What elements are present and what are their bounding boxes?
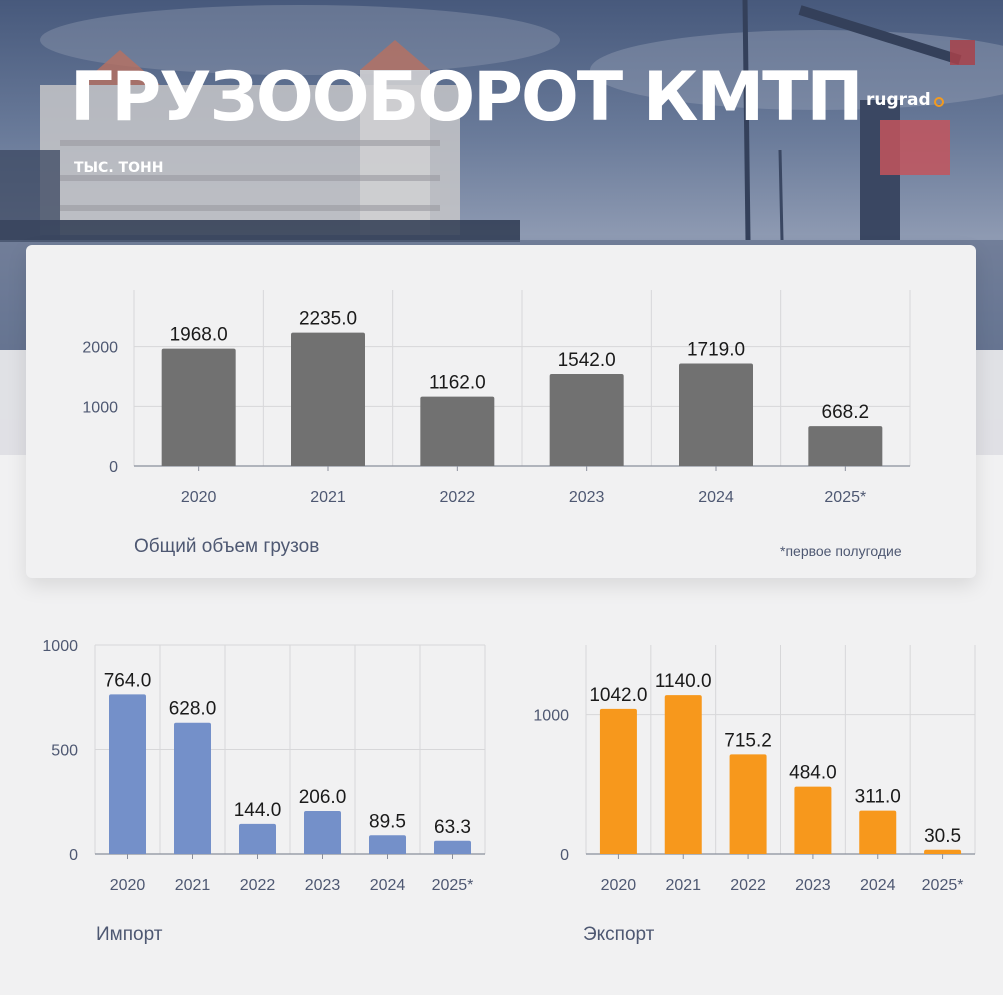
- x-tick-label: 2020: [601, 877, 637, 894]
- data-label: 668.2: [822, 402, 870, 423]
- total-chart-footnote: *первое полугодие: [780, 543, 902, 559]
- data-label: 1542.0: [558, 350, 616, 371]
- y-tick-label: 500: [51, 743, 78, 760]
- x-tick-label: 2024: [860, 877, 896, 894]
- bar-total: [549, 374, 624, 466]
- x-tick-label: 2022: [440, 489, 476, 506]
- data-label: 311.0: [855, 787, 901, 808]
- bar-import: [109, 694, 146, 854]
- y-tick-label: 2000: [82, 340, 118, 357]
- x-tick-label: 2023: [569, 489, 605, 506]
- x-tick-label: 2021: [175, 877, 211, 894]
- bar-total: [161, 348, 236, 466]
- y-tick-label: 1000: [533, 708, 569, 725]
- brand-logo-dot-icon: [933, 96, 944, 107]
- x-tick-label: 2025*: [824, 489, 866, 506]
- bar-import: [239, 823, 276, 854]
- y-tick-label: 1000: [42, 638, 78, 655]
- data-label: 2235.0: [299, 309, 357, 330]
- data-label: 89.5: [369, 811, 406, 832]
- bar-total: [679, 363, 753, 466]
- bar-import: [434, 840, 471, 854]
- x-tick-label: 2020: [110, 877, 146, 894]
- bar-import: [369, 835, 406, 854]
- data-label: 1140.0: [655, 671, 712, 692]
- data-label: 1968.0: [170, 325, 228, 346]
- bar-total: [291, 332, 365, 466]
- page-title: ГРУЗООБОРОТ КМТП: [70, 58, 863, 137]
- x-tick-label: 2024: [370, 877, 406, 894]
- export-chart-title: Экспорт: [583, 924, 655, 945]
- x-tick-label: 2021: [310, 489, 346, 506]
- data-label: 144.0: [234, 800, 282, 821]
- x-tick-label: 2021: [665, 877, 701, 894]
- y-tick-label: 1000: [82, 399, 118, 416]
- x-tick-label: 2023: [795, 877, 831, 894]
- data-label: 628.0: [169, 699, 217, 720]
- brand-logo: rugrad: [866, 90, 944, 110]
- bar-export: [859, 810, 897, 854]
- data-label: 715.2: [724, 730, 772, 751]
- x-tick-label: 2022: [730, 877, 766, 894]
- export-chart: 0 1000 1042.0 2020 1140.0 2021 715.2 2022 484.0 2…: [533, 645, 976, 894]
- bar-export: [729, 754, 767, 854]
- x-tick-label: 2022: [240, 877, 276, 894]
- bar-export: [664, 695, 702, 854]
- import-chart: 0 500 1000 764.0 2020 628.0 2021 144.0 2022 206.0…: [42, 638, 486, 894]
- x-tick-label: 2025*: [922, 877, 964, 894]
- bar-export: [924, 849, 962, 854]
- y-tick-label: 0: [69, 847, 78, 864]
- data-label: 484.0: [789, 763, 837, 784]
- import-chart-title: Импорт: [96, 924, 163, 945]
- bar-export: [599, 708, 637, 854]
- data-label: 1042.0: [589, 685, 647, 706]
- total-chart-title: Общий объем грузов: [134, 536, 320, 557]
- bar-import: [174, 722, 211, 854]
- bar-export: [794, 786, 832, 854]
- data-label: 1162.0: [429, 373, 486, 394]
- data-label: 30.5: [924, 826, 961, 847]
- data-label: 206.0: [299, 787, 347, 808]
- data-label: 1719.0: [687, 339, 745, 360]
- total-chart: 0 1000 2000 1968.0 2020 2235.0 2021 1162.0 2022 1…: [82, 290, 911, 506]
- x-tick-label: 2023: [305, 877, 341, 894]
- bar-import: [304, 810, 341, 854]
- y-tick-label: 0: [560, 847, 569, 864]
- page-subtitle-units: ТЫС. ТОНН: [74, 160, 164, 176]
- x-tick-label: 2020: [181, 489, 217, 506]
- brand-logo-text: rugrad: [866, 90, 931, 110]
- x-tick-label: 2025*: [432, 877, 474, 894]
- bar-total: [808, 426, 883, 466]
- data-label: 63.3: [434, 817, 471, 838]
- y-tick-label: 0: [109, 459, 118, 476]
- data-label: 764.0: [104, 670, 152, 691]
- bar-total: [420, 396, 495, 466]
- x-tick-label: 2024: [698, 489, 734, 506]
